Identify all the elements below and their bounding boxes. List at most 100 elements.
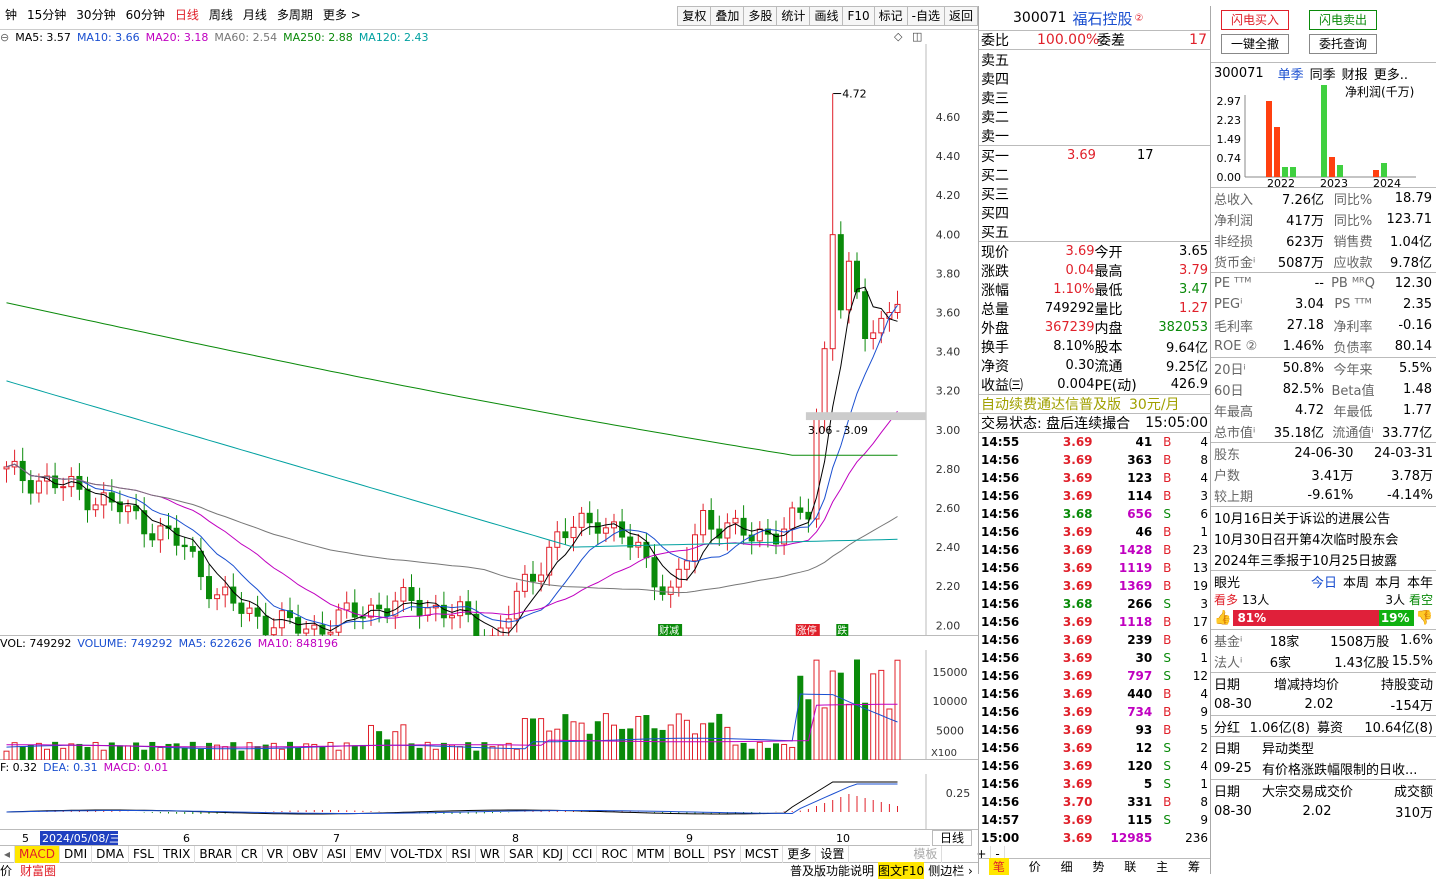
quote-bottom-tab[interactable]: 联	[1124, 860, 1137, 874]
volume-bar[interactable]	[197, 748, 204, 760]
period-tab[interactable]: 多周期	[276, 7, 313, 22]
candle[interactable]	[764, 519, 771, 548]
tool-button[interactable]: 多股	[743, 6, 777, 26]
volume-bar[interactable]	[246, 742, 253, 760]
volume-bar[interactable]	[716, 713, 723, 760]
volume-bar[interactable]	[651, 728, 658, 760]
candle[interactable]	[384, 595, 391, 624]
candle[interactable]	[116, 490, 123, 524]
news-text[interactable]: 10月30日召开第4次临时股东会	[1214, 533, 1399, 548]
candle[interactable]	[546, 540, 553, 586]
volume-bar[interactable]	[586, 733, 593, 760]
tick-row[interactable]: 14:56 3.69 440 B 4	[979, 685, 1210, 703]
volume-bar[interactable]	[343, 742, 350, 760]
volume-bar[interactable]	[635, 715, 642, 760]
ask-row[interactable]: 卖三	[979, 88, 1210, 107]
eye-tab-week[interactable]: 本周	[1342, 575, 1369, 591]
candle[interactable]	[303, 621, 310, 636]
candle[interactable]	[829, 93, 836, 361]
indicator-tab[interactable]: BRAR	[195, 845, 238, 863]
tick-row[interactable]: 14:56 3.69 1369 B 19	[979, 577, 1210, 595]
eye-tab-month[interactable]: 本月	[1374, 575, 1401, 591]
candle[interactable]	[76, 463, 83, 501]
volume-bar[interactable]	[481, 742, 488, 760]
candle[interactable]	[683, 547, 690, 581]
tick-row[interactable]: 14:56 3.69 734 B 9	[979, 703, 1210, 721]
volume-bar[interactable]	[303, 743, 310, 760]
candle[interactable]	[449, 603, 455, 630]
candle[interactable]	[92, 497, 99, 517]
candle[interactable]	[643, 532, 650, 568]
candle[interactable]	[11, 449, 18, 475]
volume-bar[interactable]	[230, 742, 237, 760]
flash-buy-button[interactable]: 闪电买入	[1221, 10, 1289, 30]
candle[interactable]	[870, 320, 877, 350]
volume-bar[interactable]	[432, 748, 439, 760]
volume-bar[interactable]	[724, 726, 731, 760]
tick-row[interactable]: 14:56 3.69 363 B 8	[979, 451, 1210, 469]
tool-button[interactable]: 叠加	[710, 6, 744, 26]
promo-row[interactable]: 自动续费通达信普及版 30元/月	[979, 394, 1210, 413]
candle[interactable]	[206, 564, 212, 609]
tick-list[interactable]: 14:55 3.69 41 B 4 14:56 3.69 363 B 8 14:56 3.69 123 B…	[979, 432, 1210, 847]
event-label[interactable]: 财减	[658, 624, 683, 636]
candle[interactable]	[530, 560, 536, 595]
candle[interactable]	[854, 252, 860, 299]
candle[interactable]	[732, 509, 739, 535]
bid-row[interactable]: 买五	[979, 222, 1210, 241]
period-tab[interactable]: 钟	[5, 7, 18, 22]
indicator-tab[interactable]: SAR	[505, 845, 539, 863]
indicator-tab[interactable]: DMI	[60, 845, 93, 863]
volume-bar[interactable]	[408, 743, 415, 760]
news-item[interactable]: 2024年三季报于10月25日披露	[1211, 549, 1436, 570]
volume-bar[interactable]	[756, 741, 763, 760]
candle[interactable]	[181, 536, 188, 560]
volume-bar[interactable]	[473, 750, 480, 760]
tick-row[interactable]: 14:56 3.69 12 S 2	[979, 739, 1210, 757]
candle[interactable]	[400, 578, 407, 613]
volume-bar[interactable]	[206, 742, 212, 760]
volume-bar[interactable]	[189, 741, 196, 760]
indicator-tab[interactable]: WR	[476, 845, 506, 863]
candle[interactable]	[246, 601, 253, 622]
footer-wealth-tab[interactable]: 财富圈	[20, 863, 57, 878]
candle[interactable]	[756, 521, 763, 548]
volume-bar[interactable]	[173, 743, 180, 760]
volume-bar[interactable]	[165, 743, 172, 760]
volume-bar[interactable]	[76, 743, 83, 760]
volume-bar[interactable]	[894, 659, 901, 760]
ask-row[interactable]: 卖五	[979, 50, 1210, 69]
tick-row[interactable]: 14:56 3.69 797 S 12	[979, 667, 1210, 685]
footer-price-tab[interactable]: 价	[0, 863, 13, 878]
finance-tab-quarter[interactable]: 单季	[1277, 67, 1304, 83]
candle[interactable]	[262, 602, 269, 636]
volume-chart[interactable]: 15000 10000 5000 X100	[0, 650, 978, 760]
volume-bar[interactable]	[837, 672, 844, 760]
candle[interactable]	[554, 521, 561, 561]
candle[interactable]	[521, 565, 528, 598]
volume-bar[interactable]	[521, 718, 528, 760]
volume-bar[interactable]	[505, 742, 512, 760]
tick-row[interactable]: 15:00 3.69 12985 236	[979, 829, 1210, 847]
window-toggle-icon[interactable]: ◫	[912, 30, 923, 43]
candle[interactable]	[465, 590, 472, 623]
order-query-button[interactable]: 委托查询	[1309, 34, 1377, 54]
tick-row[interactable]: 14:56 3.70 331 B 8	[979, 793, 1210, 811]
tick-row[interactable]: 14:56 3.68 656 S 6	[979, 505, 1210, 523]
volume-bar[interactable]	[538, 718, 545, 760]
candle[interactable]	[513, 582, 520, 633]
candle[interactable]	[100, 482, 107, 519]
candle[interactable]	[319, 611, 326, 636]
volume-bar[interactable]	[449, 744, 455, 760]
tool-button[interactable]: 复权	[677, 6, 711, 26]
volume-bar[interactable]	[359, 744, 366, 760]
volume-bar[interactable]	[821, 707, 828, 760]
candle[interactable]	[376, 592, 383, 623]
indicator-tab[interactable]: MTM	[633, 845, 670, 863]
volume-bar[interactable]	[424, 741, 431, 760]
ask-row[interactable]: 卖一	[979, 126, 1210, 145]
candle[interactable]	[359, 606, 366, 630]
tick-row[interactable]: 14:56 3.69 93 B 5	[979, 721, 1210, 739]
volume-bar[interactable]	[862, 702, 869, 760]
candle[interactable]	[238, 592, 245, 628]
